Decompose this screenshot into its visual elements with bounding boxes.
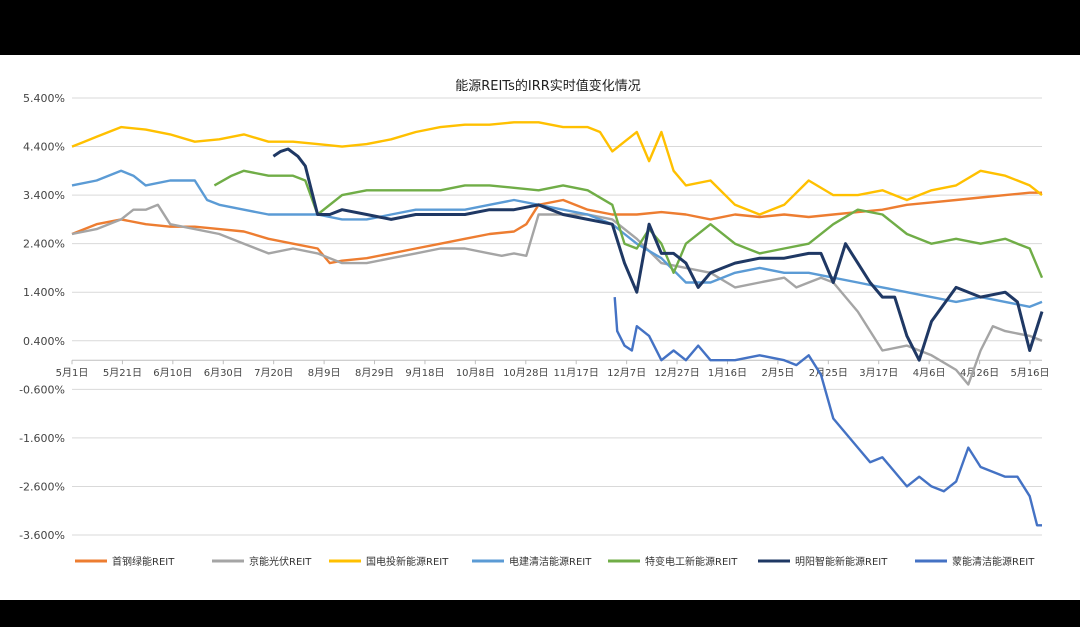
x-tick-label: 4月6日 (913, 367, 946, 379)
x-tick-label: 12月7日 (607, 367, 646, 379)
x-axis-labels: 5月1日 5月21日 6月10日 6月30日 7月20日 8月9日 8月29日 9月18日 10… (56, 360, 1050, 379)
y-tick-label: 5.400% (23, 92, 65, 105)
grid (72, 97, 1042, 536)
y-tick-label: -0.600% (19, 383, 65, 396)
x-tick-label: 5月16日 (1010, 367, 1049, 379)
x-tick-label: 12月27日 (654, 367, 699, 379)
y-tick-label: 1.400% (23, 286, 65, 299)
series-line-3 (71, 121, 1043, 216)
x-tick-label: 5月1日 (56, 367, 89, 379)
y-tick-label: -1.600% (19, 432, 65, 445)
legend-label: 明阳智能新能源REIT (795, 555, 888, 568)
legend: 首钢绿能REIT 京能光伏REIT 国电投新能源REIT 电建清洁能源REIT 特变电工… (75, 555, 1035, 568)
line-chart: 能源REITs的IRR实时值变化情况 5.400% 4.400% 3.400% 2.4… (19, 78, 1050, 568)
chart-area: 能源REITs的IRR实时值变化情况 5.400% 4.400% 3.400% 2.4… (0, 55, 1080, 600)
legend-label: 电建清洁能源REIT (509, 555, 592, 568)
y-axis: 5.400% 4.400% 3.400% 2.400% 1.400% 0.400% -0.6… (19, 92, 65, 542)
y-tick-label: -3.600% (19, 529, 65, 542)
series-line-6 (272, 147, 1044, 362)
legend-label: 特变电工新能源REIT (645, 555, 738, 568)
series-lines (71, 121, 1044, 527)
x-tick-label: 11月17日 (553, 367, 598, 379)
y-tick-label: 3.400% (23, 189, 65, 202)
x-tick-label: 7月20日 (254, 367, 293, 379)
y-tick-label: 2.400% (23, 238, 65, 251)
y-tick-label: 4.400% (23, 141, 65, 154)
series-line-5 (213, 169, 1044, 279)
x-tick-label: 1月16日 (708, 367, 747, 379)
x-tick-label: 3月17日 (859, 367, 898, 379)
x-tick-label: 9月18日 (405, 367, 444, 379)
series-line-7 (613, 297, 1042, 527)
legend-label: 首钢绿能REIT (112, 555, 175, 568)
chart-title: 能源REITs的IRR实时值变化情况 (455, 78, 641, 94)
x-tick-label: 5月21日 (103, 367, 142, 379)
x-tick-label: 2月25日 (809, 367, 848, 379)
y-tick-label: -2.600% (19, 480, 65, 493)
x-tick-label: 10月28日 (503, 367, 548, 379)
y-tick-label: 0.400% (23, 335, 65, 348)
x-tick-label: 6月30日 (204, 367, 243, 379)
x-tick-label: 2月5日 (762, 367, 795, 379)
x-tick-label: 10月8日 (456, 367, 495, 379)
x-tick-label: 8月9日 (308, 367, 341, 379)
x-tick-label: 4月26日 (960, 367, 999, 379)
x-tick-label: 8月29日 (355, 367, 394, 379)
legend-label: 京能光伏REIT (249, 555, 312, 568)
series-line-4 (71, 169, 1043, 309)
x-tick-label: 6月10日 (153, 367, 192, 379)
legend-label: 蒙能清洁能源REIT (952, 555, 1035, 568)
series-line-2 (71, 203, 1043, 386)
legend-label: 国电投新能源REIT (366, 555, 449, 568)
